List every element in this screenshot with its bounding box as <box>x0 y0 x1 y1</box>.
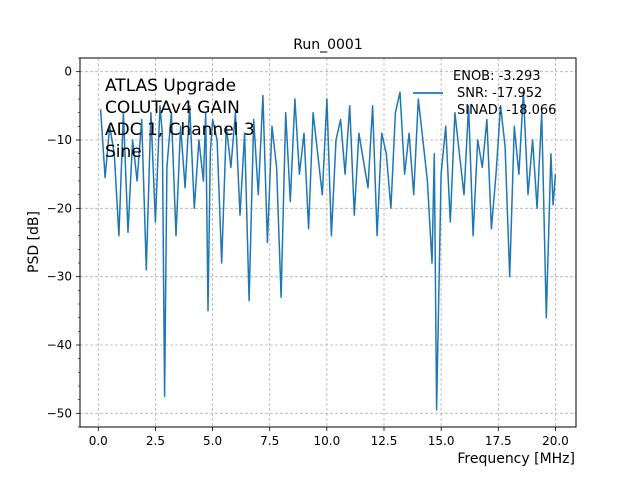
x-tick-label: 15.0 <box>428 434 455 448</box>
y-tick-label: −10 <box>47 133 72 147</box>
chart-title: Run_0001 <box>293 37 362 53</box>
x-tick-label: 20.0 <box>542 434 569 448</box>
y-axis-label: PSD [dB] <box>26 211 42 273</box>
plot-frame <box>79 57 577 428</box>
y-tick-label: −20 <box>47 201 72 215</box>
series-layer <box>99 91 557 411</box>
y-axis-ticks: 0 −10 −20 −30 −40 −50 <box>47 57 80 428</box>
annotation-line: Sine <box>105 142 142 162</box>
y-tick-label: −40 <box>47 338 72 352</box>
x-tick-label: 5.0 <box>203 434 222 448</box>
x-tick-label: 2.5 <box>146 434 165 448</box>
psd-series-line <box>99 91 557 411</box>
legend: ENOB: -3.293 SNR: -17.952 SINAD: -18.066 <box>413 69 556 118</box>
y-tick-label: −50 <box>47 406 72 420</box>
x-tick-label: 7.5 <box>260 434 279 448</box>
y-tick-label: −30 <box>47 270 72 284</box>
x-axis-ticks: 0.0 2.5 5.0 7.5 10.0 12.5 15.0 17.5 20.0 <box>89 427 569 448</box>
x-tick-label: 12.5 <box>371 434 398 448</box>
y-tick-label: 0 <box>64 65 72 79</box>
legend-sinad: SINAD: -18.066 <box>457 103 556 118</box>
legend-enob: ENOB: -3.293 <box>453 69 541 84</box>
annotation-line: ATLAS Upgrade <box>105 76 236 96</box>
legend-snr: SNR: -17.952 <box>457 86 542 101</box>
annotation-block: ATLAS Upgrade COLUTAv4 GAIN ADC 1, Chann… <box>105 76 255 162</box>
x-axis-label: Frequency [MHz] <box>457 451 575 467</box>
x-tick-label: 10.0 <box>313 434 340 448</box>
annotation-line: COLUTAv4 GAIN <box>105 98 240 118</box>
annotation-line: ADC 1, Channel 3 <box>105 120 255 140</box>
x-tick-label: 0.0 <box>89 434 108 448</box>
x-tick-label: 17.5 <box>485 434 512 448</box>
